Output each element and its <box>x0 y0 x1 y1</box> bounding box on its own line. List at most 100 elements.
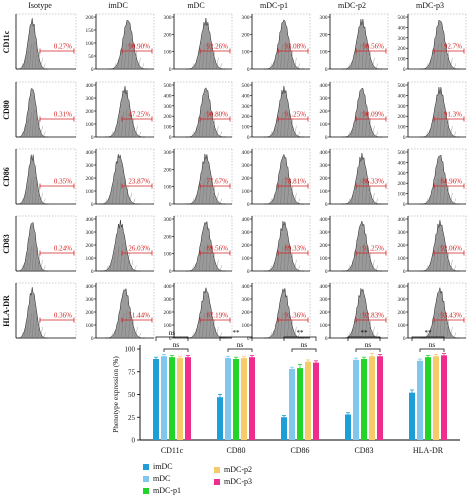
histogram-hatch <box>34 246 38 272</box>
y-tick-label: 300 <box>398 171 406 177</box>
histogram-panel: 0 100 200 300 400 78.81% <box>242 148 311 208</box>
histogram-hatch <box>216 326 219 339</box>
legend-swatch <box>214 479 220 485</box>
y-tick-label: 400 <box>398 25 406 31</box>
histogram-hatch <box>37 50 40 70</box>
histogram-hatch <box>280 112 283 138</box>
y-tick-label: 150 <box>86 28 94 34</box>
histogram-peak <box>263 19 304 70</box>
y-tick-label: 200 <box>242 114 250 120</box>
y-tick-label: 200 <box>86 243 94 249</box>
significance-bracket-outer <box>219 336 253 341</box>
y-tick-label: 100 <box>242 189 250 195</box>
y-tick-label: 300 <box>320 163 328 169</box>
histogram-hatch <box>130 259 134 272</box>
histogram-hatch <box>191 265 195 272</box>
histogram-hatch <box>113 252 116 272</box>
significance-bracket-outer <box>411 336 445 341</box>
histogram-peak <box>185 221 226 272</box>
histogram-hatch <box>436 246 439 272</box>
histogram-hatch <box>128 112 131 138</box>
histogram-panel: 0 100 200 300 400 26.03% <box>86 215 155 275</box>
y-tick-label: 0 <box>325 336 328 342</box>
legend-label: imDC <box>153 462 173 471</box>
y-tick-label: 200 <box>164 114 172 120</box>
histogram-panel: 0 100 200 300 90.56% <box>320 13 389 73</box>
histogram-peak <box>16 154 49 205</box>
y-tick-label: 300 <box>86 230 94 236</box>
y-tick-label: 0 <box>91 202 94 208</box>
y-tick-label: 400 <box>86 217 94 223</box>
histogram-hatch <box>114 326 117 339</box>
histogram-hatch <box>134 50 138 70</box>
bar-mDC-p3 <box>313 362 319 440</box>
histogram-hatch <box>124 310 128 339</box>
column-title: mDC-p1 <box>260 1 288 10</box>
histogram-hatch <box>276 319 280 339</box>
bar-mDC-p3 <box>377 356 383 440</box>
histogram-hatch <box>269 332 273 339</box>
y-tick-label: 0 <box>403 67 406 73</box>
histogram-hatch <box>453 332 457 339</box>
histogram-hatch <box>212 118 216 138</box>
y-tick-label: 200 <box>86 176 94 182</box>
histogram-hatch <box>191 63 195 70</box>
histogram-hatch <box>112 185 115 205</box>
histogram-hatch <box>436 313 439 339</box>
y-tick-label: 100 <box>398 125 406 131</box>
histogram-hatch <box>375 63 379 70</box>
column-title: mDC <box>187 1 204 10</box>
y-tick-label: 200 <box>398 46 406 52</box>
histogram-hatch <box>43 131 46 138</box>
gate-percentage: 90.56% <box>362 43 384 51</box>
histogram-hatch <box>436 112 439 138</box>
histogram-peak <box>341 88 382 138</box>
histogram-peak <box>100 219 141 272</box>
histogram-hatch <box>375 265 379 272</box>
legend-swatch <box>214 467 220 473</box>
histogram-hatch <box>439 176 443 205</box>
significance-bracket-inner <box>419 348 445 352</box>
histogram-hatch <box>365 179 368 205</box>
y-tick-label: 100 <box>320 323 328 329</box>
histogram-panel: 0 100 200 300 400 500 91.3% <box>398 81 467 141</box>
gate-percentage: 90.90% <box>128 43 150 51</box>
y-tick-label: 300 <box>86 163 94 169</box>
y-tick-label: 100 <box>398 323 406 329</box>
y-tick-label: 200 <box>320 176 328 182</box>
bar-category-label: CD83 <box>354 446 373 455</box>
legend-swatch <box>143 464 149 470</box>
y-tick-label: 300 <box>242 297 250 303</box>
gate-percentage: 26.03% <box>128 245 150 253</box>
histogram-hatch <box>432 118 436 138</box>
histogram-hatch <box>202 179 205 205</box>
y-tick-label: 0 <box>169 202 172 208</box>
y-tick-label: 300 <box>164 297 172 303</box>
histogram-panel: 0 50 100 150 200 90.90% <box>86 13 155 73</box>
histogram-hatch <box>429 125 432 138</box>
gate-percentage: 84.96% <box>440 178 462 186</box>
histogram-peak <box>419 154 460 205</box>
y-tick-label: 0 <box>325 135 328 141</box>
histogram-hatch <box>219 131 223 138</box>
y-tick-label: 0 <box>403 269 406 275</box>
y-tick-label: 500 <box>398 150 406 156</box>
histogram-hatch <box>372 326 375 339</box>
y-tick-label: 200 <box>320 243 328 249</box>
y-tick-label: 300 <box>398 104 406 110</box>
histogram-hatch <box>290 185 294 205</box>
histogram-hatch <box>212 252 216 272</box>
histogram-hatch <box>276 50 280 70</box>
histogram-panel: 0 100 200 300 93.08% <box>242 13 311 73</box>
y-tick-label: 100 <box>398 57 406 63</box>
bar-y-tick-label: 75 <box>128 368 136 376</box>
y-tick-label: 0 <box>247 269 250 275</box>
column-title: mDC-p3 <box>416 1 444 10</box>
histogram-hatch <box>446 319 450 339</box>
column-title: imDC <box>108 1 128 10</box>
histogram-hatch <box>294 259 297 272</box>
histogram-hatch <box>280 313 283 339</box>
bar-mDC-p2 <box>177 358 183 440</box>
histogram-hatch <box>354 319 358 339</box>
y-tick-label: 400 <box>242 284 250 290</box>
